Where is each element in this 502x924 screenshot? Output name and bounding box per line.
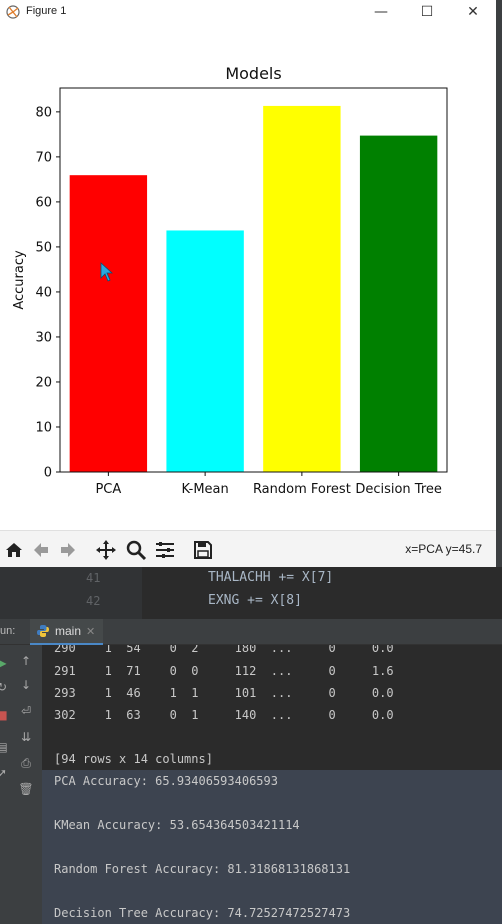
kmean-accuracy-line: KMean Accuracy: 53.654364503421114 [54,818,300,832]
home-icon [6,543,22,557]
y-tick-label: 30 [35,330,52,345]
pan-button[interactable] [95,539,117,561]
editor-gutter [0,567,142,619]
random-forest-accuracy-line: Random Forest Accuracy: 81.3186813186813… [54,862,351,876]
code-line: THALACHH += X[7] [208,570,334,585]
minimize-button[interactable]: — [366,2,396,22]
save-icon [194,541,212,559]
bar-k-mean [166,230,244,472]
y-tick-label: 0 [44,466,52,481]
console-table-row: 302 1 63 0 1 140 ... 0 0.0 [54,708,394,722]
restart-icon[interactable]: ↻ [0,680,8,694]
forward-button[interactable] [57,539,79,561]
y-tick-label: 60 [35,195,52,210]
python-icon [37,625,49,637]
bar-decision-tree [359,135,438,472]
scroll-down-icon[interactable]: ↓ [20,678,32,692]
y-tick-label: 40 [35,285,52,300]
window-title: Figure 1 [26,5,67,17]
y-tick-label: 80 [35,105,52,120]
code-editor[interactable]: 41 THALACHH += X[7] 42 EXNG += X[8] [0,567,502,619]
y-tick-label: 70 [35,150,52,165]
home-button[interactable] [3,539,25,561]
run-label: un: [0,625,16,637]
console-table-row: 293 1 46 1 1 101 ... 0 0.0 [54,686,394,700]
axes-frame [59,87,448,473]
close-tab-icon[interactable]: ✕ [86,624,96,638]
bar-pca [69,175,148,472]
y-tick-label: 10 [35,420,52,435]
back-button[interactable] [30,539,52,561]
save-button[interactable] [192,539,214,561]
mouse-cursor-icon [100,262,114,282]
background-ide-strip [496,0,502,567]
close-button[interactable]: ✕ [458,2,488,22]
forward-arrow-icon [61,543,75,557]
pan-icon [96,540,116,560]
cursor-coordinates: x=PCA y=45.7 [405,542,482,556]
navigation-toolbar: x=PCA y=45.7 [0,530,496,567]
pin-icon[interactable]: ➚ [0,766,8,780]
line-number: 42 [86,594,101,608]
bar-random-forest [263,105,341,472]
bar-chart: Models PCA K-Mean Random Forest Decision Tre… [12,64,448,497]
run-tool-window-bar: un: main ✕ [0,619,502,645]
close-icon: ✕ [467,4,479,20]
layout-icon[interactable]: ▤ [0,740,8,754]
configure-subplots-icon [156,542,174,558]
soft-wrap-icon[interactable]: ⏎ [20,704,32,718]
maximize-button[interactable]: ☐ [412,2,442,22]
run-tab-label: main [55,624,82,638]
console-summary: [94 rows x 14 columns] [54,752,213,766]
x-tick-label: Random Forest [253,482,351,497]
ide-panel: 41 THALACHH += X[7] 42 EXNG += X[8] un: … [0,567,502,924]
figure-window: Figure 1 — ☐ ✕ Models PCA K-Mean Random For… [0,0,496,567]
console-table-row: 291 1 71 0 0 112 ... 0 1.6 [54,664,394,678]
run-tab-main[interactable]: main ✕ [30,619,104,645]
x-tick-label: PCA [95,482,121,497]
scroll-up-icon[interactable]: ↑ [20,654,32,668]
rerun-icon[interactable]: ▶ [0,656,7,670]
plot-canvas[interactable]: Models PCA K-Mean Random Forest Decision Tre… [0,26,496,526]
run-side-toolbar: ▶ ↑ ↻ ↓ ■ ⏎ ⇊ ▤ ⎙ ➚ 🗑 [0,645,42,924]
y-axis-label: Accuracy [12,250,27,310]
code-line: EXNG += X[8] [208,593,302,608]
y-tick-label: 20 [35,375,52,390]
back-arrow-icon [34,543,48,557]
x-tick-label: Decision Tree [355,482,442,497]
text-selection [42,770,502,924]
y-tick-label: 50 [35,240,52,255]
stop-icon[interactable]: ■ [0,708,8,722]
console-output[interactable]: 290 1 54 0 2 180 ... 0 0.0 291 1 71 0 0 … [42,645,502,924]
line-number: 41 [86,571,101,585]
window-titlebar: Figure 1 — ☐ ✕ [0,0,496,26]
x-tick-label: K-Mean [181,482,228,497]
decision-tree-accuracy-line: Decision Tree Accuracy: 74.7252747252747… [54,906,351,920]
console-table-row: 290 1 54 0 2 180 ... 0 0.0 [54,645,394,655]
configure-subplots-button[interactable] [154,539,176,561]
zoom-icon [126,540,147,561]
pca-accuracy-line: PCA Accuracy: 65.93406593406593 [54,774,278,788]
maximize-icon: ☐ [420,4,434,20]
minimize-icon: — [374,4,388,20]
scroll-to-end-icon[interactable]: ⇊ [20,730,32,744]
print-icon[interactable]: ⎙ [21,755,31,770]
trash-icon[interactable]: 🗑 [18,782,34,796]
zoom-button[interactable] [125,539,147,561]
matplotlib-app-icon [6,5,20,19]
chart-title: Models [225,64,281,83]
